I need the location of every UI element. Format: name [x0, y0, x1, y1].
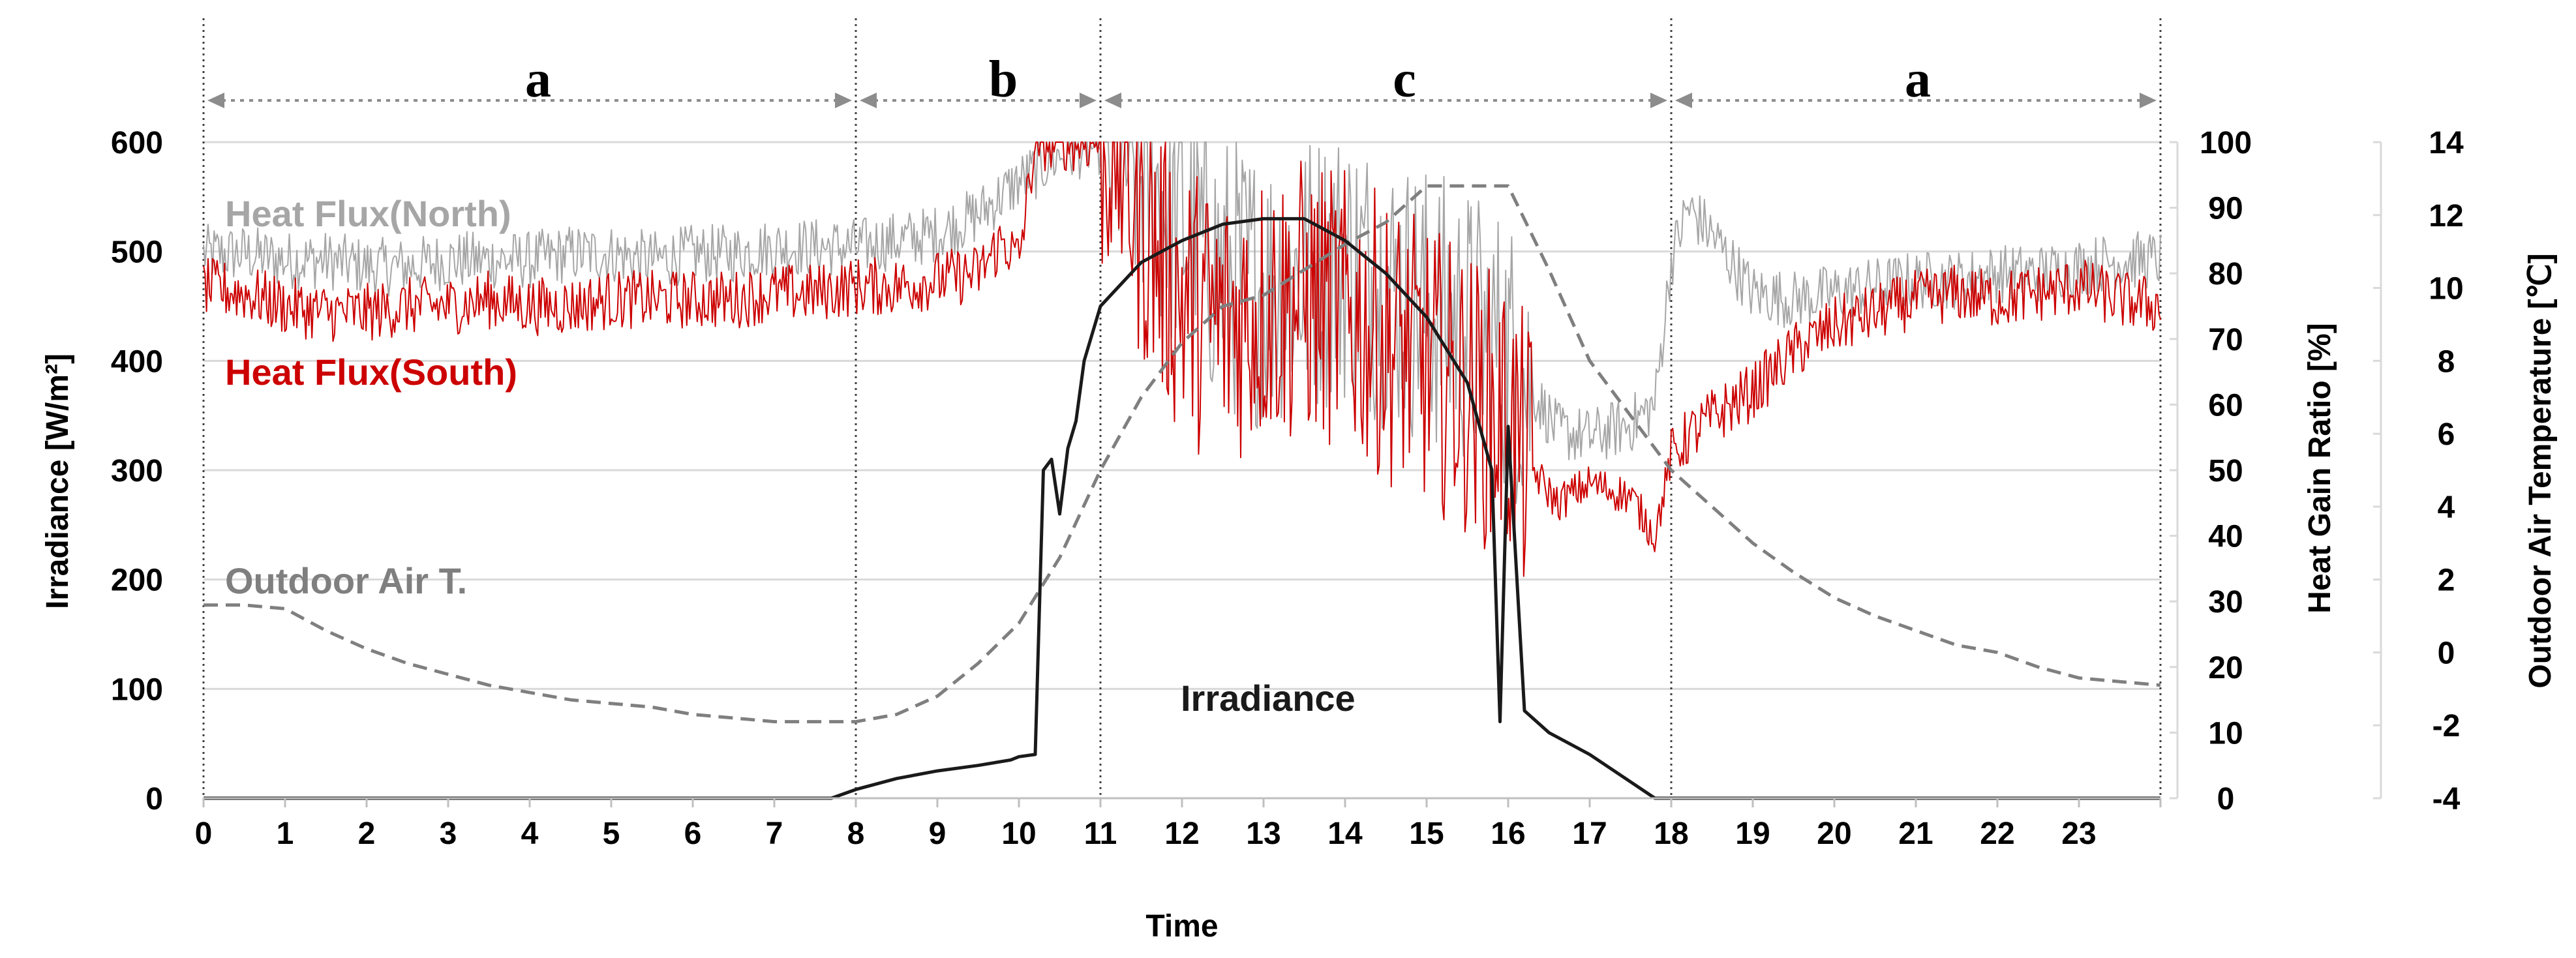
period-labels: a b c a — [525, 51, 1931, 108]
x-tick-label-14: 14 — [1327, 816, 1363, 851]
label-outdoor-air-temp: Outdoor Air T. — [225, 560, 467, 601]
x-tick-label-23: 23 — [2061, 816, 2096, 851]
x-tick-label-13: 13 — [1246, 816, 1280, 851]
x-tick-label-19: 19 — [1735, 816, 1770, 851]
x-tick-label-12: 12 — [1164, 816, 1199, 851]
x-tick-label-6: 6 — [684, 816, 702, 851]
period-label-b: b — [989, 51, 1018, 108]
x-tick-label-21: 21 — [1898, 816, 1933, 851]
right1-tick-label-10: 10 — [2208, 716, 2243, 751]
right1-tick-label-0: 0 — [2217, 782, 2235, 816]
x-tick-label-18: 18 — [1654, 816, 1688, 851]
period-arrowhead-right-2 — [1650, 93, 1667, 108]
right1-tick-label-60: 60 — [2208, 388, 2243, 423]
period-arrowhead-left-2 — [1104, 93, 1121, 108]
period-arrowhead-left-1 — [860, 93, 877, 108]
right1-tick-label-80: 80 — [2208, 257, 2243, 292]
right2-axis-title: Outdoor Air Temperature [℃] — [2523, 253, 2558, 688]
period-arrowhead-right-1 — [1080, 93, 1097, 108]
x-tick-label-16: 16 — [1491, 816, 1525, 851]
right2-tick-label-6: 6 — [2438, 417, 2455, 452]
period-arrowhead-left-3 — [1675, 93, 1692, 108]
right2-tick-label-8: 8 — [2438, 344, 2455, 379]
x-tick-label-17: 17 — [1572, 816, 1607, 851]
series-line-irradiance — [204, 217, 2160, 800]
right1-tick-label-70: 70 — [2208, 323, 2243, 357]
right1-tick-label-30: 30 — [2208, 585, 2243, 620]
x-tick-label-22: 22 — [1980, 816, 2014, 851]
right1-tick-label-100: 100 — [2200, 126, 2252, 160]
x-tick-label-0: 0 — [195, 816, 213, 851]
period-label-a2: a — [1905, 51, 1931, 108]
left-axis-title: Irradiance [W/m²] — [40, 353, 75, 609]
x-tick-label-5: 5 — [603, 816, 620, 851]
left-tick-label-600: 600 — [111, 126, 163, 160]
period-arrowhead-right-3 — [2140, 93, 2157, 108]
right2-tick-label-14: 14 — [2429, 126, 2464, 160]
right1-tick-label-90: 90 — [2208, 192, 2243, 226]
x-tick-label-8: 8 — [847, 816, 865, 851]
period-arrowhead-left-0 — [207, 93, 224, 108]
right2-tick-label-4: 4 — [2438, 490, 2455, 525]
period-label-c: c — [1393, 51, 1416, 108]
left-tick-label-100: 100 — [111, 672, 163, 707]
right2-tick-label-10: 10 — [2429, 272, 2463, 307]
x-tick-label-11: 11 — [1084, 816, 1117, 851]
left-tick-label-300: 300 — [111, 454, 163, 488]
right2-tick-label-2: 2 — [2438, 563, 2455, 598]
left-tick-label-500: 500 — [111, 235, 163, 270]
label-heat-flux-south: Heat Flux(South) — [225, 352, 517, 393]
x-axis-title: Time — [1145, 909, 1218, 944]
series-line-outdoor-air-t- — [204, 184, 2161, 724]
period-arrowhead-right-0 — [835, 93, 852, 108]
right1-tick-label-50: 50 — [2208, 454, 2243, 488]
x-tick-label-20: 20 — [1817, 816, 1851, 851]
right1-tick-label-40: 40 — [2208, 520, 2243, 554]
x-tick-label-15: 15 — [1409, 816, 1444, 851]
right2-tick-label--4: -4 — [2432, 782, 2461, 816]
label-heat-flux-north: Heat Flux(North) — [225, 193, 511, 234]
right1-axis-title: Heat Gain Ratio [%] — [2303, 323, 2337, 613]
x-tick-label-9: 9 — [929, 816, 947, 851]
x-tick-label-7: 7 — [766, 816, 783, 851]
left-tick-label-400: 400 — [111, 344, 163, 379]
right1-tick-label-20: 20 — [2208, 651, 2243, 685]
x-tick-label-2: 2 — [358, 816, 376, 851]
x-tick-label-1: 1 — [277, 816, 294, 851]
right2-tick-label-0: 0 — [2438, 636, 2455, 670]
axes-layer: 0100200300400500600010203040506070809010… — [111, 126, 2464, 851]
period-label-a1: a — [525, 51, 551, 108]
series-layer — [203, 142, 2161, 800]
left-tick-label-200: 200 — [111, 563, 163, 598]
label-irradiance: Irradiance — [1181, 678, 1356, 719]
x-tick-label-4: 4 — [521, 816, 539, 851]
right2-tick-label--2: -2 — [2432, 709, 2461, 743]
right2-tick-label-12: 12 — [2429, 199, 2463, 233]
series-line-heat-flux-north- — [203, 142, 2161, 504]
x-tick-label-3: 3 — [440, 816, 457, 851]
left-tick-label-0: 0 — [145, 782, 163, 816]
series-line-heat-flux-south- — [203, 142, 2161, 577]
x-tick-label-10: 10 — [1001, 816, 1036, 851]
